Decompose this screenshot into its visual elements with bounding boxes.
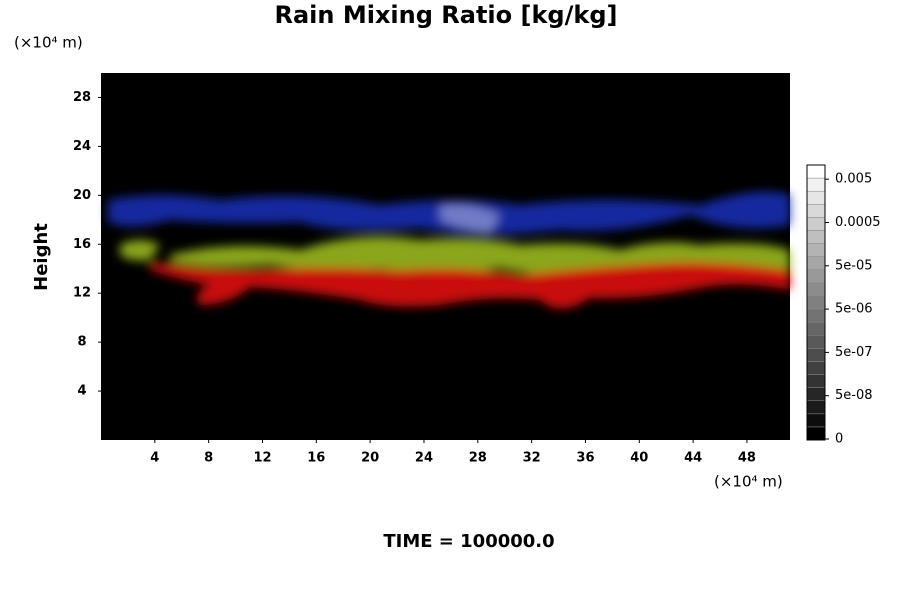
colorbar-frame xyxy=(806,164,826,441)
footer: TIME = 100000.0 xyxy=(383,531,554,552)
y-tick-label: 20 xyxy=(73,188,91,203)
x-tick-label: 28 xyxy=(469,451,487,466)
x-tick-label: 16 xyxy=(307,451,325,466)
x-tick-label: 44 xyxy=(684,451,702,466)
y-tick-label: 12 xyxy=(73,286,91,301)
colorbar: 0 5e-08 5e-07 5e-06 5e-05 0.0005 0.005 xyxy=(806,164,881,447)
x-unit: (×10⁴ m) xyxy=(714,473,783,491)
colorbar-tick-label: 5e-06 xyxy=(835,302,873,317)
colorbar-step xyxy=(806,334,826,349)
colorbar-step xyxy=(806,230,826,244)
colorbar-tick-label: 5e-08 xyxy=(835,388,873,403)
colorbar-tick-label: 0.0005 xyxy=(835,215,881,230)
colorbar-step xyxy=(806,190,826,205)
colorbar-step xyxy=(806,217,826,231)
y-axis-label: Height xyxy=(31,223,52,291)
colorbar-step xyxy=(806,243,826,257)
colorbar-step xyxy=(806,204,826,218)
colorbar-step xyxy=(806,413,826,428)
colorbar-tick-label: 5e-05 xyxy=(835,258,873,273)
x-tick-label: 8 xyxy=(204,451,213,466)
colorbar-tick-label: 5e-07 xyxy=(835,345,873,360)
x-tick-label: 32 xyxy=(523,451,541,466)
x-tick-label: 40 xyxy=(630,451,648,466)
colorbar-step xyxy=(806,177,826,192)
colorbar-step xyxy=(806,387,826,401)
y-tick-label: 8 xyxy=(77,335,86,350)
colorbar-step xyxy=(806,282,826,297)
x-tick-label: 36 xyxy=(576,451,594,466)
colorbar-step xyxy=(806,374,826,388)
colorbar-step xyxy=(806,295,826,310)
colorbar-step xyxy=(806,348,826,362)
colorbar-step xyxy=(806,164,826,179)
x-tick-label: 4 xyxy=(150,451,159,466)
y-unit: (×10⁴ m) xyxy=(14,34,83,52)
colorbar-tick-label: 0.005 xyxy=(835,172,872,187)
x-tick-label: 24 xyxy=(415,451,433,466)
colorbar-tick-label: 0 xyxy=(835,432,843,447)
colorbar-step xyxy=(806,426,826,441)
x-tick-label: 12 xyxy=(253,451,271,466)
colorbar-step xyxy=(806,400,826,415)
y-tick-label: 28 xyxy=(73,90,91,105)
x-tick-label: 48 xyxy=(738,451,756,466)
x-tick-label: 20 xyxy=(361,451,379,466)
chart-title: Rain Mixing Ratio [kg/kg] xyxy=(275,1,618,29)
colorbar-step xyxy=(806,361,826,375)
y-tick-label: 4 xyxy=(77,384,86,399)
colorbar-step xyxy=(806,308,826,323)
colorbar-step xyxy=(806,321,826,336)
colorbar-step xyxy=(806,256,826,271)
y-tick-label: 16 xyxy=(73,237,91,252)
volume-render xyxy=(108,191,790,309)
y-tick-label: 24 xyxy=(73,139,91,154)
colorbar-step xyxy=(806,269,826,284)
